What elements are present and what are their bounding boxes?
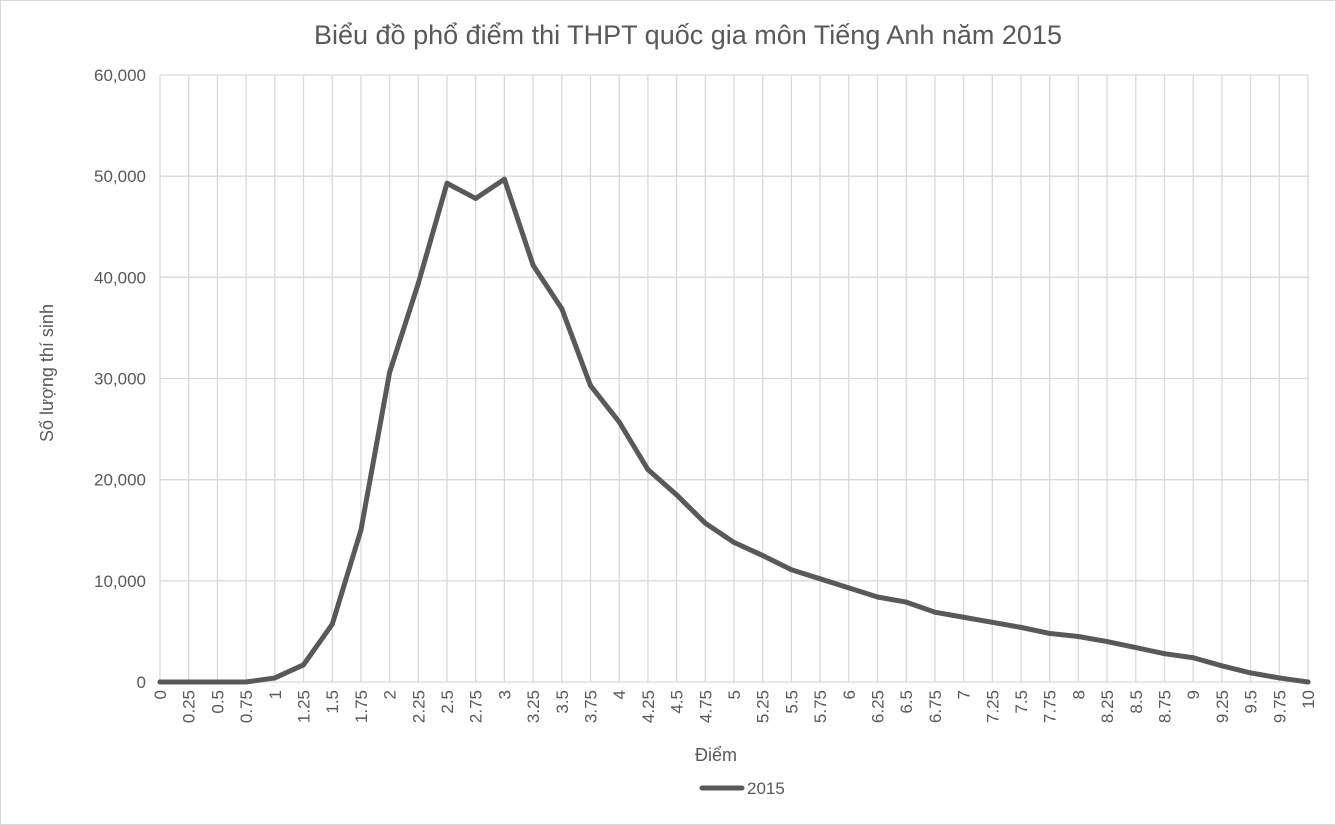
y-tick-label: 10,000 [94,572,146,591]
data-point [1018,624,1024,630]
data-point [846,585,852,591]
x-tick-label: 6 [840,690,859,699]
data-point [214,679,220,685]
x-tick-label: 8.5 [1127,690,1146,714]
data-point [1104,639,1110,645]
x-tick-label: 5.5 [782,690,801,714]
data-point [272,675,278,681]
x-tick-label: 1.5 [323,690,342,714]
legend-label: 2015 [747,779,785,798]
x-tick-label: 3.25 [524,690,543,723]
data-point [875,594,880,600]
x-tick-label: 9.75 [1270,690,1289,723]
x-tick-label: 6.75 [926,690,945,723]
data-point [788,567,794,573]
data-point [1248,670,1254,676]
x-tick-label: 8.75 [1156,690,1175,723]
data-point [157,679,163,685]
x-tick-label: 2.25 [409,690,428,723]
data-point [415,280,421,286]
data-point [530,262,536,268]
x-tick-label: 8.25 [1098,690,1117,723]
chart-title: Biểu đồ phổ điểm thi THPT quốc gia môn T… [314,20,1062,50]
x-axis-label: Điểm [695,745,737,765]
y-tick-label: 40,000 [94,268,146,287]
x-tick-label: 7.25 [983,690,1002,723]
data-point [1305,679,1311,685]
data-point [1133,645,1139,651]
x-tick-label: 4.5 [668,690,687,714]
x-tick-label: 5 [725,690,744,699]
y-tick-label: 20,000 [94,471,146,490]
x-tick-label: 6.5 [897,690,916,714]
y-tick-label: 50,000 [94,167,146,186]
x-tick-label: 3.5 [553,690,572,714]
x-tick-label: 4.75 [696,690,715,723]
data-point [1276,675,1282,681]
data-point [1162,651,1167,657]
data-point [473,195,479,201]
data-point [559,306,565,312]
data-point [760,553,766,559]
y-tick-label: 0 [137,673,146,692]
y-axis-label: Số lượng thí sinh [37,304,57,442]
data-point [989,619,995,625]
x-tick-label: 5.75 [811,690,830,723]
data-point [444,180,450,186]
x-tick-label: 5.25 [754,690,773,723]
x-tick-label: 10 [1299,690,1318,709]
legend: 2015 [699,779,785,798]
data-point [1047,630,1053,636]
x-tick-label: 1 [266,690,285,699]
data-point [932,609,938,615]
data-point [645,467,651,473]
data-point [1075,633,1081,639]
x-tick-label: 2.5 [438,690,457,714]
data-point [817,576,823,582]
x-tick-label: 7.75 [1041,690,1060,723]
x-tick-label: 0.25 [180,690,199,723]
x-tick-label: 0.75 [237,690,256,723]
data-point [731,539,737,545]
x-tick-label: 2.75 [467,690,486,723]
data-point [301,662,306,668]
data-point [387,369,393,375]
data-point [329,621,335,627]
data-point [186,679,192,685]
data-point [961,614,967,620]
y-tick-label: 60,000 [94,66,146,85]
x-tick-label: 0.5 [208,690,227,714]
x-tick-label: 9.5 [1242,690,1261,714]
x-tick-label: 8 [1069,690,1088,699]
x-tick-label: 9.25 [1213,690,1232,723]
x-tick-label: 6.25 [869,690,888,723]
data-point [588,383,593,389]
x-tick-label: 3.75 [582,690,601,723]
data-point [243,679,249,685]
data-point [501,176,507,182]
x-tick-label: 4.25 [639,690,658,723]
data-point [903,599,909,605]
x-tick-label: 1.75 [352,690,371,723]
y-tick-label: 30,000 [94,370,146,389]
x-tick-label: 9 [1184,690,1203,699]
x-tick-label: 4 [610,690,629,699]
x-tick-label: 3 [495,690,514,699]
data-point [1190,655,1196,661]
data-point [702,520,708,526]
data-point [674,492,680,498]
x-tick-label: 7 [955,690,974,699]
data-point [1219,663,1225,669]
data-point [616,419,622,425]
x-tick-label: 2 [381,690,400,699]
x-tick-label: 1.25 [295,690,314,723]
data-point [358,527,364,533]
x-tick-label: 0 [151,690,170,699]
x-tick-label: 7.5 [1012,690,1031,714]
